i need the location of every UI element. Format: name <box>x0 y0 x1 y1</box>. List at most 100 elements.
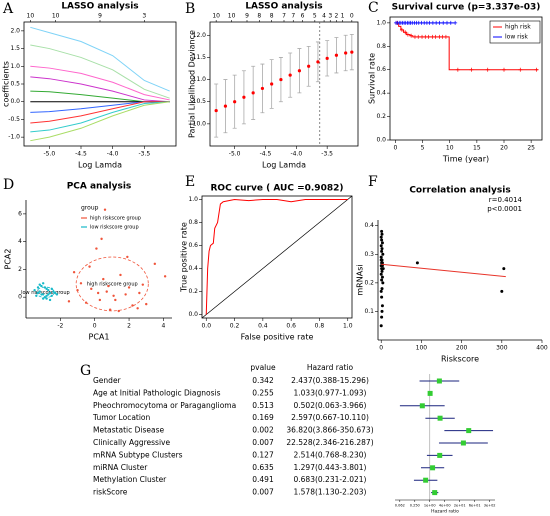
point <box>96 291 100 295</box>
x-tick-label: 10 <box>446 145 454 152</box>
censor-mark <box>448 20 453 25</box>
y-tick-label: 1.5 <box>10 45 20 52</box>
hazard-ratio-box <box>466 428 472 434</box>
fit-line <box>381 263 506 278</box>
x-tick-label: -2 <box>57 323 63 330</box>
series-line <box>205 198 348 315</box>
chart-title: LASSO analysis <box>61 2 138 12</box>
censor-mark <box>445 20 449 25</box>
censor-mark <box>433 34 438 39</box>
x-tick-label: 100 <box>416 345 428 352</box>
row-label: Pheochromocytoma or Paraganglioma <box>93 401 236 410</box>
group-label: low riskscore group <box>21 290 70 296</box>
y-tick-label: 11.5 <box>193 54 207 61</box>
deviance-point <box>214 108 218 113</box>
point <box>41 297 45 300</box>
point <box>380 241 384 245</box>
deviance-point <box>307 64 311 68</box>
point <box>35 294 38 297</box>
plot-frame <box>201 195 353 319</box>
panel-letter: D <box>3 177 14 193</box>
hazard-ratio-text: 36.820(3.866-350.673) <box>286 426 373 435</box>
point <box>127 286 131 289</box>
y-tick-label: 0.4 <box>376 90 386 97</box>
point <box>100 237 103 241</box>
x-tick-label: 0.6 <box>286 323 296 330</box>
point <box>380 295 384 299</box>
point <box>124 293 127 296</box>
panel-letter: A <box>2 1 14 17</box>
series-line <box>30 101 170 133</box>
censor-mark <box>409 33 414 38</box>
y-tick-label: 0.0 <box>188 311 198 318</box>
point <box>380 278 384 282</box>
point <box>380 269 384 273</box>
point <box>500 289 504 293</box>
top-tick-label: 9 <box>245 13 249 20</box>
point <box>33 289 36 292</box>
point <box>502 267 506 271</box>
row-label: Tumor Location <box>92 413 151 422</box>
point <box>102 277 105 281</box>
top-tick-label: 8 <box>257 13 261 20</box>
top-tick-label: 2 <box>335 13 339 20</box>
legend-label: high risk <box>505 24 531 31</box>
deviance-point <box>344 51 348 55</box>
series-line <box>30 44 170 99</box>
chart-title: ROC curve ( AUC =0.9082) <box>211 184 344 194</box>
censor-mark <box>426 34 431 39</box>
x-tick-label: 0.0 <box>201 323 211 330</box>
y-tick-label: 11.0 <box>193 76 207 83</box>
x-tick-label: 0.4 <box>258 323 268 330</box>
x-tick-label: 400 <box>536 345 548 352</box>
hazard-ratio-box <box>427 390 433 396</box>
y-tick-label: 0.1 <box>364 308 374 315</box>
x-tick-label: 2e+01 <box>454 504 466 508</box>
legend-box <box>489 20 541 44</box>
y-axis-label: PCA2 <box>4 249 13 270</box>
p-value: 0.635 <box>252 463 274 472</box>
censor-mark <box>518 67 523 72</box>
plot-frame <box>209 21 359 147</box>
hazard-ratio-box <box>419 403 425 409</box>
point <box>380 229 384 233</box>
panel-letter: F <box>368 174 378 190</box>
y-tick-label: 0.0 <box>376 137 386 144</box>
column-header: Hazard ratio <box>307 363 354 372</box>
point <box>52 290 55 293</box>
censor-mark <box>455 67 460 72</box>
point <box>88 265 91 268</box>
x-tick-label: 0 <box>93 323 97 330</box>
point <box>380 287 384 291</box>
series-line <box>30 101 170 124</box>
point <box>50 294 53 297</box>
y-tick-label: 0.8 <box>188 219 198 226</box>
x-axis-label: PCA1 <box>89 333 110 342</box>
x-tick-label: 20 <box>500 145 508 152</box>
point <box>108 308 112 311</box>
deviance-point <box>288 73 292 77</box>
x-tick-label: -3.5 <box>138 151 150 158</box>
point <box>103 208 107 211</box>
deviance-point <box>334 53 339 57</box>
censor-mark <box>403 30 408 35</box>
y-axis-label: coefficients <box>2 61 11 107</box>
y-tick-label: 12.0 <box>193 32 207 39</box>
x-tick-label: -5.0 <box>229 151 241 158</box>
x-tick-label: -4.0 <box>290 151 302 158</box>
x-tick-label: 1.0 <box>343 323 353 330</box>
legend-title: group <box>81 205 99 212</box>
x-tick-label: 3e+02 <box>484 504 496 508</box>
point <box>47 293 50 296</box>
x-tick-label: -4.0 <box>107 151 119 158</box>
point <box>41 293 45 296</box>
point <box>84 301 88 304</box>
point <box>380 275 384 279</box>
p-value: 0.002 <box>252 426 274 435</box>
chart-title: LASSO analysis <box>245 2 322 12</box>
top-tick-label: 7 <box>282 13 286 20</box>
series-line <box>30 101 170 142</box>
row-label: Age at Initial Pathologic Diagnosis <box>93 388 221 397</box>
point <box>379 289 383 293</box>
top-tick-label: 5 <box>313 13 317 20</box>
